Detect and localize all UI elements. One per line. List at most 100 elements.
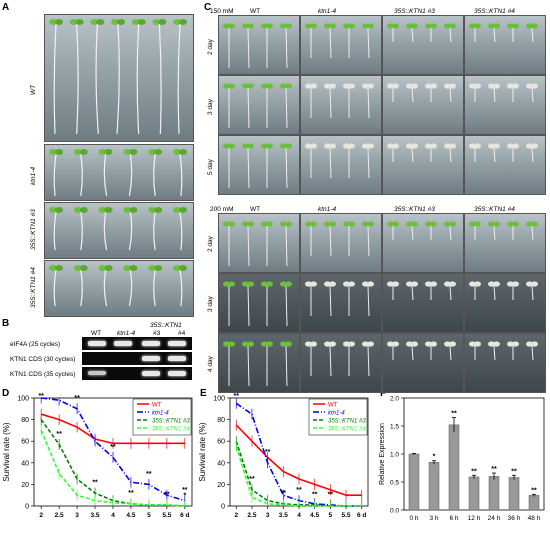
x-tick-label: 0 h: [409, 515, 418, 522]
seedling-leaf: [449, 221, 456, 227]
significance-marker: **: [146, 471, 152, 478]
significance-marker: **: [128, 490, 134, 497]
panel-label-a: A: [2, 2, 10, 13]
seedling-leaf: [247, 281, 254, 287]
photo-c-cell: [464, 333, 546, 393]
seedling-leaf: [261, 143, 268, 149]
photo-c-cell: [382, 213, 464, 273]
significance-marker: **: [511, 468, 517, 475]
gel-row-ktn35: KTN1 CDS (35 cycles): [10, 371, 76, 378]
gel-row-eif4a: eIF4A (25 cycles): [10, 341, 61, 348]
seedling-root: [449, 27, 452, 43]
x-tick-label: 5: [329, 512, 333, 519]
y-tick-label: 20: [21, 482, 29, 489]
seedling-leaf: [223, 221, 230, 227]
seedling-leaf: [261, 341, 268, 347]
panel-label-e: E: [200, 388, 207, 399]
seedling-root: [76, 23, 79, 135]
x-tick-label: 3: [266, 512, 270, 519]
seedling-root: [411, 285, 414, 301]
seedling-leaf: [148, 265, 157, 271]
seedling-leaf: [425, 23, 432, 29]
y-tick-label: 80: [217, 417, 225, 424]
y-tick-label: 1.5: [390, 424, 399, 431]
seedling-leaf: [493, 83, 500, 89]
seedling-leaf: [49, 19, 57, 25]
band: [168, 371, 186, 376]
seedling-leaf: [98, 265, 107, 271]
col-c-wt: WT: [250, 8, 261, 15]
seedling-leaf: [392, 341, 399, 347]
seedling-leaf: [247, 23, 254, 29]
seedling-root: [247, 27, 250, 69]
seedling-leaf: [305, 281, 312, 287]
seedling-leaf: [154, 207, 163, 213]
x-tick-label: 4: [111, 512, 115, 519]
gel-row-ktn30: KTN1 CDS (30 cycles): [10, 356, 76, 363]
seedling-leaf: [392, 281, 399, 287]
seedling-root: [449, 87, 452, 103]
seedling-leaf: [507, 281, 514, 287]
y-tick-label: 60: [21, 439, 29, 446]
seedling-leaf: [242, 221, 249, 227]
photo-c-cell: [300, 333, 382, 393]
seedling-root: [53, 211, 57, 251]
legend-label: 35S::KTN1 #4: [328, 427, 366, 433]
seedling-root: [411, 345, 414, 361]
x-tick-label: 48 h: [528, 515, 541, 522]
seedling-root: [136, 23, 140, 135]
legend-box: [308, 398, 368, 436]
seedling-root: [493, 27, 496, 43]
photo-c-cell: [382, 273, 464, 333]
seedling-root: [80, 153, 83, 197]
y-tick-label: 0.0: [390, 508, 399, 515]
seedling-root: [367, 225, 370, 257]
col-c2-35s4: 35S::KTN1 #4: [474, 206, 515, 213]
seedling-leaf: [411, 221, 418, 227]
series-line: [235, 424, 362, 496]
seedling-leaf: [242, 281, 249, 287]
row-label-a-35s3: 35S::KTN1 #3: [30, 209, 37, 250]
seedling-root: [329, 285, 332, 317]
y-tick-label: 0: [221, 504, 225, 511]
seedling-leaf: [474, 221, 481, 227]
significance-marker: **: [531, 487, 537, 494]
seedling-leaf: [493, 23, 500, 29]
significance-marker: **: [164, 491, 170, 498]
seedling-leaf: [348, 83, 355, 89]
y-tick-label: 100: [213, 396, 225, 403]
legend-label: WT: [328, 403, 338, 409]
row-label-a-35s4: 35S::KTN1 #4: [30, 267, 37, 308]
seedling-leaf: [137, 19, 146, 25]
seedling-leaf: [305, 83, 312, 89]
seedling-root: [247, 87, 250, 129]
photo-a-35s3: [44, 202, 194, 259]
seedling-leaf: [531, 143, 538, 149]
seedling-leaf: [469, 341, 476, 347]
row-label-a-wt: WT: [30, 84, 37, 95]
seedling-root: [411, 87, 414, 103]
row-label-a-ktn1: ktn1-4: [30, 166, 37, 185]
seedlings-c: [305, 221, 374, 257]
seedling-leaf: [266, 341, 273, 347]
x-tick-label: 6 h: [449, 515, 458, 522]
seedling-root: [103, 153, 108, 197]
photo-c-cell: [300, 273, 382, 333]
seedling-leaf: [430, 281, 437, 287]
bar: [408, 453, 420, 511]
seedling-leaf: [444, 143, 451, 149]
band: [88, 371, 106, 375]
seedling-leaf: [449, 341, 456, 347]
photo-c-cell: [218, 273, 300, 333]
seedling-leaf: [430, 221, 437, 227]
seedling-leaf: [280, 281, 287, 287]
seedling-leaf: [367, 221, 374, 227]
seedling-root: [179, 269, 183, 307]
seedling-root: [103, 211, 108, 251]
significance-marker: **: [491, 466, 497, 473]
seedling-leaf: [531, 341, 538, 347]
seedling-leaf: [98, 207, 107, 213]
seedling-leaf: [430, 143, 437, 149]
seedling-leaf: [285, 83, 292, 89]
